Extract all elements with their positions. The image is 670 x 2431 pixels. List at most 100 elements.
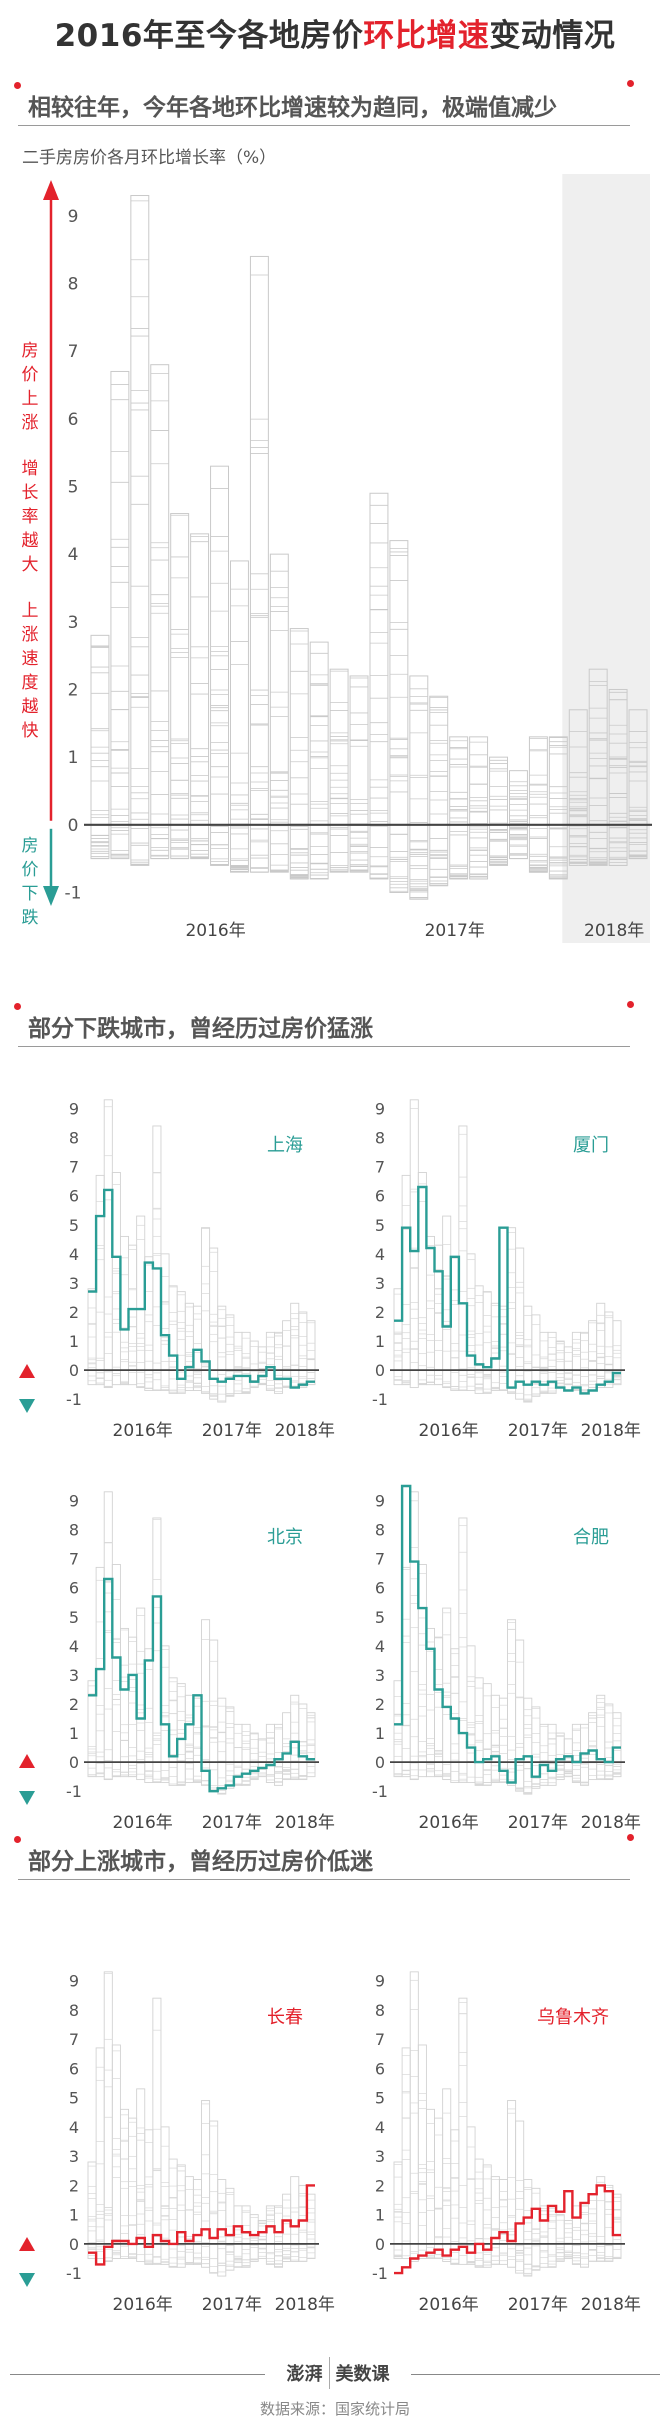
month-envelope [515, 1247, 525, 1400]
x-tick-label: 2017年 [202, 2295, 262, 2315]
month-envelope [217, 1697, 227, 1795]
section-title: 部分上涨城市，曾经历过房价低迷 [28, 1849, 373, 1875]
triangle-down-icon [19, 2273, 35, 2287]
month-envelope [588, 2193, 598, 2262]
month-envelope [507, 2100, 517, 2268]
y-tick-label: 2 [69, 1695, 79, 1714]
y-tick-label: 1 [69, 2206, 79, 2225]
month-envelope [192, 1697, 202, 1783]
y-tick-label: 7 [375, 2030, 385, 2049]
y-tick-label: 4 [69, 2118, 79, 2137]
y-tick-label: 2 [69, 1303, 79, 1322]
y-tick-label: 7 [375, 1158, 385, 1177]
y-tick-label: 9 [69, 1492, 79, 1511]
month-envelope [604, 1311, 614, 1389]
month-envelope [571, 1331, 581, 1391]
city-label: 乌鲁木齐 [537, 2007, 609, 2028]
y-tick-label: -1 [372, 2264, 388, 2283]
x-tick-label: 2018年 [581, 1421, 641, 1441]
rise-annotation-char: 涨 [22, 625, 39, 645]
month-envelope [241, 1723, 251, 1786]
month-envelope [442, 2088, 452, 2262]
rise-annotation-char: 涨 [22, 413, 39, 433]
city-highlight-line [394, 1185, 621, 1395]
y-tick-label: 3 [68, 613, 79, 633]
month-envelope [192, 2179, 202, 2265]
month-envelope [571, 1723, 581, 1783]
y-tick-label: 9 [68, 207, 79, 227]
section-header-rising: 部分上涨城市，曾经历过房价低迷 [14, 1834, 634, 1880]
page-title: 2016年至今各地房价环比增速变动情况 [54, 18, 616, 54]
section-title: 部分下跌城市，曾经历过房价猛涨 [28, 1016, 373, 1042]
month-envelope [290, 2176, 300, 2262]
month-envelope [490, 1694, 500, 1783]
y-tick-label: 2 [375, 1695, 385, 1714]
y-tick-label: 6 [69, 1579, 79, 1598]
month-envelope [409, 1491, 419, 1781]
y-tick-label: 8 [68, 274, 79, 294]
month-envelope [265, 1331, 275, 1391]
y-tick-label: 3 [375, 1666, 385, 1685]
month-envelope [458, 1997, 468, 2265]
month-envelope [474, 1677, 484, 1786]
y-tick-label: -1 [66, 2264, 82, 2283]
fall-annotation-char: 下 [22, 884, 39, 904]
x-tick-label: 2016年 [185, 921, 245, 941]
month-envelope [274, 1723, 284, 1786]
y-tick-label: 2 [375, 1303, 385, 1322]
y-tick-label: 6 [69, 1187, 79, 1206]
y-tick-label: 8 [69, 1521, 79, 1540]
month-envelope [401, 1566, 411, 1778]
rise-annotation-char: 速 [22, 649, 39, 669]
month-envelope [596, 1694, 606, 1781]
y-tick-label: -1 [66, 1390, 82, 1409]
rise-annotation-char: 度 [22, 673, 39, 693]
y-tick-label: 8 [69, 2001, 79, 2020]
x-tick-label: 2016年 [113, 2295, 173, 2315]
month-envelope [401, 2047, 411, 2259]
triangle-down-icon [19, 1399, 35, 1413]
month-envelope [588, 1320, 598, 1389]
x-tick-label: 2018年 [581, 1813, 641, 1833]
month-envelope [111, 2044, 121, 2259]
fall-annotation-char: 房 [22, 836, 39, 856]
month-envelope [389, 540, 409, 893]
y-tick-label: 5 [69, 1216, 79, 1235]
city-label: 上海 [267, 1135, 303, 1156]
month-envelope [176, 1683, 186, 1786]
rise-annotation-char: 房 [22, 341, 39, 361]
x-tick-label: 2017年 [508, 1813, 568, 1833]
y-tick-label: 5 [375, 1216, 385, 1235]
y-tick-label: 4 [375, 1637, 385, 1656]
y-tick-label: 3 [69, 2147, 79, 2166]
y-tick-label: -1 [66, 1782, 82, 1801]
y-tick-label: 4 [375, 1245, 385, 1264]
y-tick-label: 1 [375, 1724, 385, 1743]
month-envelope [409, 1971, 419, 2262]
y-tick-label: 7 [375, 1550, 385, 1569]
month-envelope [547, 2205, 557, 2268]
y-tick-label: 6 [375, 1579, 385, 1598]
month-envelope [612, 1712, 622, 1778]
month-envelope [417, 2044, 427, 2259]
y-tick-label: 7 [68, 342, 79, 362]
y-tick-label: 3 [69, 1666, 79, 1685]
y-tick-label: 2 [68, 680, 79, 700]
pin-icon [627, 1834, 634, 1841]
month-envelope [136, 1215, 146, 1389]
y-tick-label: 0 [69, 2235, 79, 2254]
rise-annotation-char: 价 [22, 365, 39, 385]
rise-annotation-char: 长 [22, 483, 39, 503]
pin-icon [14, 1836, 21, 1843]
y-tick-label: 7 [69, 1550, 79, 1569]
month-envelope [201, 1619, 211, 1786]
rise-annotation-char: 率 [22, 507, 39, 527]
pin-icon [14, 82, 21, 89]
x-tick-label: 2016年 [419, 1813, 479, 1833]
y-tick-label: 9 [69, 1972, 79, 1991]
x-tick-label: 2017年 [508, 2295, 568, 2315]
month-envelope [184, 1302, 194, 1391]
y-tick-label: 1 [69, 1724, 79, 1743]
city-highlight-line [88, 2184, 315, 2266]
y-tick-label: 5 [69, 2089, 79, 2108]
